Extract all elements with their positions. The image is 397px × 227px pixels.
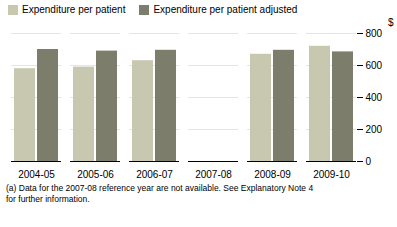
svg-text:2004-05: 2004-05 bbox=[18, 169, 55, 180]
svg-text:2005-06: 2005-06 bbox=[77, 169, 114, 180]
html-text:Expenditure per patient: Expenditure per patient bbox=[22, 4, 126, 15]
html-text:Expenditure per patient adjust: Expenditure per patient adjusted bbox=[153, 4, 298, 15]
svg-text:0: 0 bbox=[366, 156, 372, 167]
svg-text:2009-10: 2009-10 bbox=[313, 169, 350, 180]
svg-text:2008-09: 2008-09 bbox=[254, 169, 291, 180]
svg-text:$: $ bbox=[388, 17, 394, 28]
svg-text:800: 800 bbox=[366, 28, 383, 39]
svg-text:600: 600 bbox=[366, 60, 383, 71]
svg-text:2006-07: 2006-07 bbox=[136, 169, 173, 180]
html-text:(a) Data for the 2007-08 refer: (a) Data for the 2007-08 reference year … bbox=[6, 183, 314, 204]
svg-text:2007-08: 2007-08 bbox=[195, 169, 232, 180]
svg-text:200: 200 bbox=[366, 124, 383, 135]
svg-text:400: 400 bbox=[366, 92, 383, 103]
